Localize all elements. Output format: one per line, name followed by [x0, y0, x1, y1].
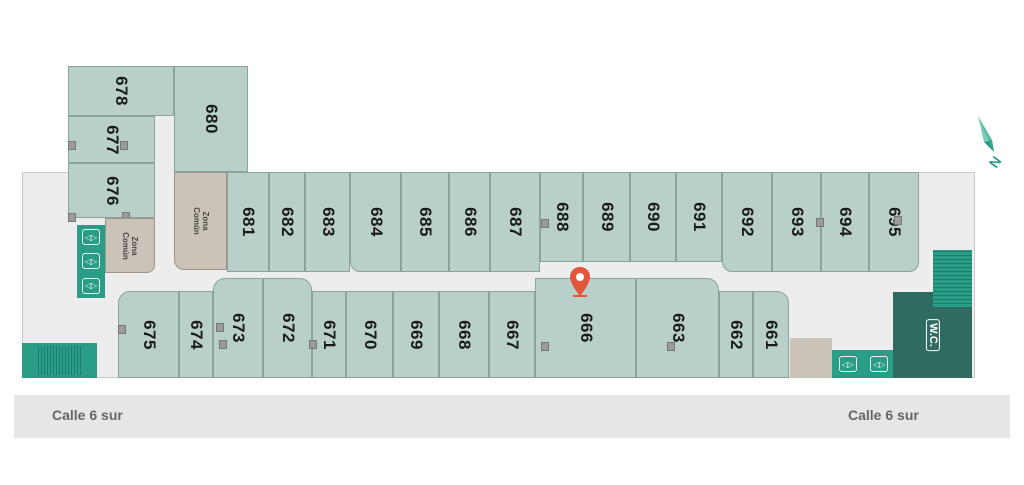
restroom-icon: ◁▷ [82, 229, 100, 246]
unit-678[interactable]: 678 [68, 66, 174, 116]
door-marker [541, 342, 549, 351]
unit-693[interactable]: 693 [772, 172, 821, 272]
unit-683[interactable]: 683 [305, 172, 350, 272]
unit-688[interactable]: 688 [540, 172, 583, 262]
unit-number: 691 [690, 202, 709, 232]
unit-number: 668 [455, 319, 474, 350]
door-marker [816, 218, 824, 227]
unit-677[interactable]: 677 [68, 116, 155, 163]
unit-number: 687 [506, 207, 525, 237]
door-marker [219, 340, 227, 349]
unit-666[interactable]: 666 [535, 278, 636, 378]
unit-number: 672 [278, 313, 298, 343]
unit-680[interactable]: 680 [174, 66, 248, 172]
unit-number: 671 [320, 319, 339, 350]
unit-686[interactable]: 686 [449, 172, 490, 272]
unit-670[interactable]: 670 [346, 291, 393, 378]
unit-682[interactable]: 682 [269, 172, 305, 272]
unit-676[interactable]: 676 [68, 163, 155, 218]
unit-number: 661 [762, 319, 781, 350]
unit-number: 690 [644, 202, 663, 232]
unit-668[interactable]: 668 [439, 291, 489, 378]
door-marker [118, 325, 126, 334]
unit-684[interactable]: 684 [350, 172, 401, 272]
unit-669[interactable]: 669 [393, 291, 439, 378]
door-marker [541, 219, 549, 228]
unit-687[interactable]: 687 [490, 172, 540, 272]
unit-number: 667 [503, 319, 522, 350]
door-marker [894, 216, 902, 225]
restroom-icon: ◁▷ [838, 356, 857, 372]
unit-number: 688 [552, 202, 572, 232]
restroom-icon: ◁▷ [870, 356, 889, 372]
common-area-right [790, 338, 832, 378]
door-marker [68, 213, 76, 222]
common-area-top: Zona Común [174, 172, 227, 270]
unit-number: 666 [576, 313, 596, 343]
street-label-left: Calle 6 sur [52, 407, 123, 423]
unit-672[interactable]: 672 [263, 278, 312, 378]
unit-number: 675 [139, 319, 159, 350]
unit-number: 686 [460, 207, 480, 237]
unit-number: 674 [187, 319, 206, 350]
unit-663[interactable]: 663 [636, 278, 719, 378]
unit-681[interactable]: 681 [227, 172, 269, 272]
location-pin-icon[interactable] [569, 266, 591, 298]
unit-number: 677 [102, 124, 122, 155]
unit-number: 662 [727, 319, 746, 350]
unit-674[interactable]: 674 [179, 291, 213, 378]
door-marker [309, 340, 317, 349]
restroom-icon: ◁▷ [82, 253, 100, 270]
unit-number: 682 [278, 207, 297, 237]
wc-label: W.C. [925, 319, 940, 351]
stairs-right [933, 250, 972, 307]
street [14, 395, 1010, 438]
unit-number: 678 [112, 76, 131, 106]
door-marker [667, 342, 675, 351]
unit-number: 683 [318, 207, 338, 237]
unit-number: 684 [366, 207, 386, 237]
unit-667[interactable]: 667 [489, 291, 535, 378]
restroom-left: ◁▷ ◁▷ ◁▷ [77, 225, 105, 298]
unit-number: 681 [239, 207, 258, 237]
unit-number: 693 [787, 207, 807, 237]
common-area-left: Zona Común [105, 218, 155, 273]
unit-691[interactable]: 691 [676, 172, 722, 262]
unit-689[interactable]: 689 [583, 172, 630, 262]
door-marker [120, 141, 128, 150]
unit-number: 663 [668, 313, 688, 343]
unit-number: 692 [738, 207, 757, 237]
unit-number: 680 [202, 104, 221, 134]
unit-number: 689 [597, 202, 617, 232]
unit-number: 673 [229, 313, 248, 343]
unit-number: 685 [416, 207, 435, 237]
unit-692[interactable]: 692 [722, 172, 772, 272]
restroom-icon: ◁▷ [82, 277, 100, 294]
unit-694[interactable]: 694 [821, 172, 869, 272]
unit-number: 669 [407, 319, 426, 350]
unit-690[interactable]: 690 [630, 172, 676, 262]
unit-671[interactable]: 671 [312, 291, 346, 378]
stairs-left [22, 343, 97, 378]
unit-675[interactable]: 675 [118, 291, 179, 378]
unit-number: 670 [360, 319, 380, 350]
north-arrow-icon [978, 116, 994, 152]
street-label-right: Calle 6 sur [848, 407, 919, 423]
unit-661[interactable]: 661 [753, 291, 789, 378]
unit-number: 694 [836, 207, 855, 237]
door-marker [216, 323, 224, 332]
unit-685[interactable]: 685 [401, 172, 449, 272]
unit-662[interactable]: 662 [719, 291, 753, 378]
restroom-right: ◁▷ ◁▷ [832, 350, 895, 378]
door-marker [68, 141, 76, 150]
unit-number: 676 [102, 175, 122, 206]
